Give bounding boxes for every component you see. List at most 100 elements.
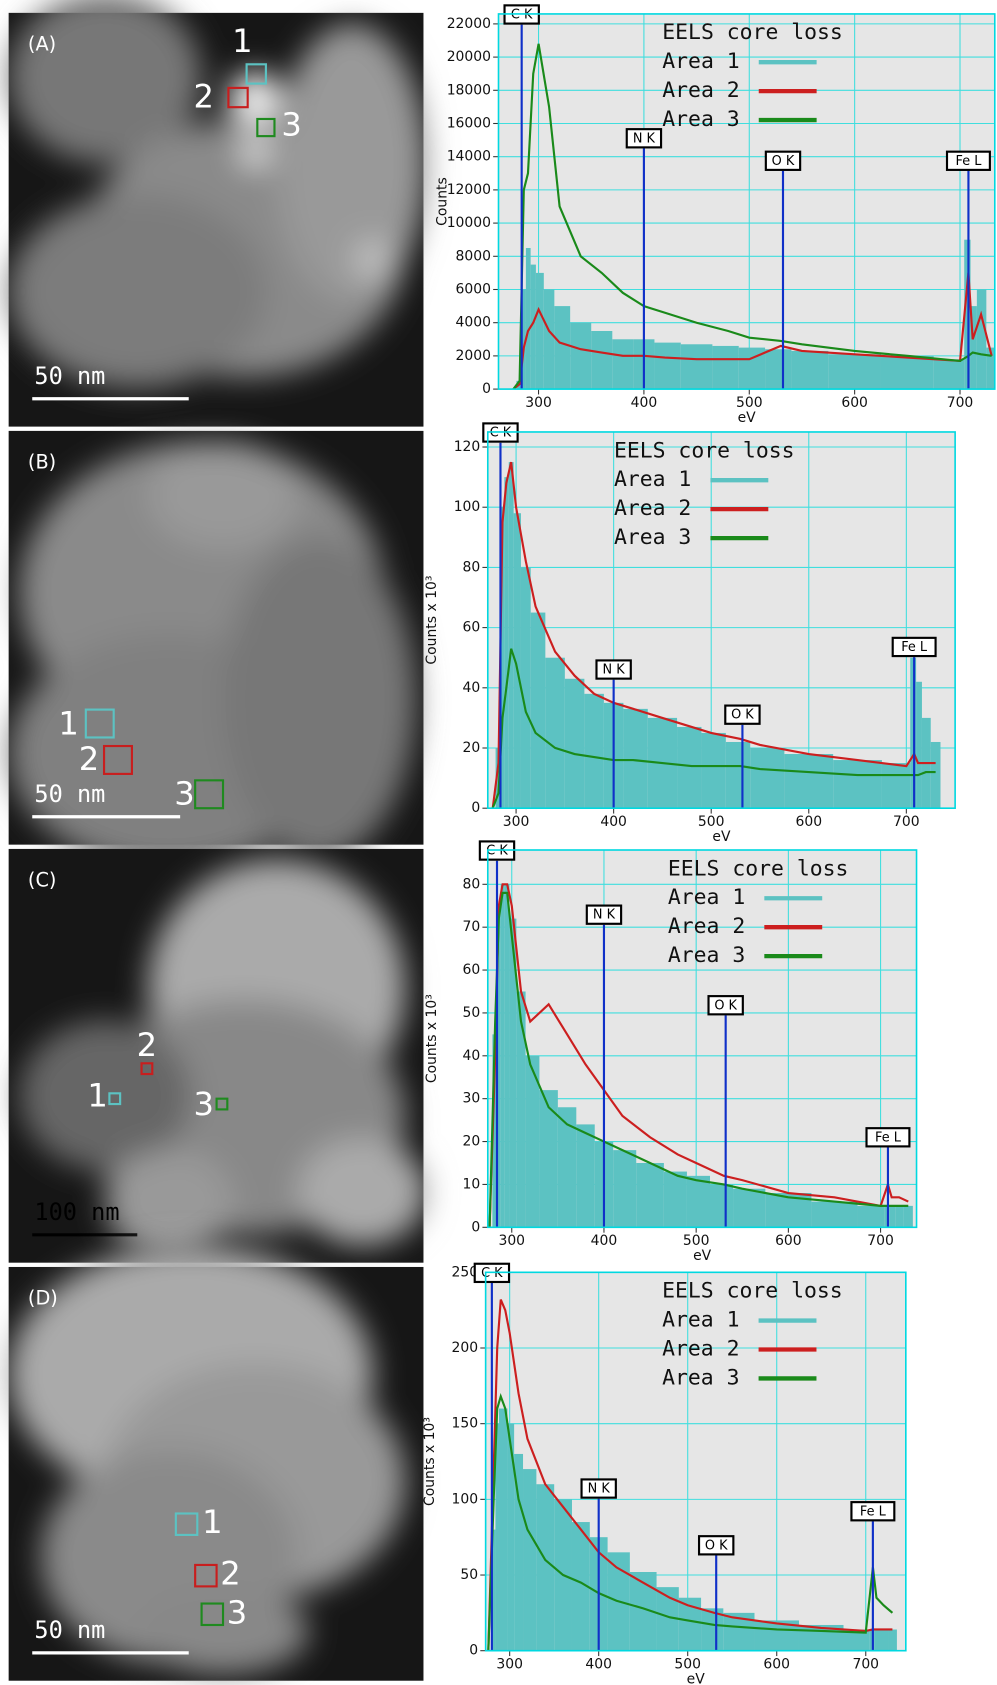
- spectrum-bar: [497, 905, 501, 1228]
- spectrum-bar: [680, 344, 713, 390]
- panel-label: (A): [28, 33, 56, 56]
- y-tick-label: 250: [452, 1264, 479, 1280]
- particle: [147, 441, 299, 549]
- spectrum-bar: [543, 289, 555, 390]
- spectrum-bar: [525, 1055, 540, 1228]
- y-tick-label: 40: [463, 1048, 481, 1064]
- legend-label: Area 3: [614, 525, 691, 550]
- x-axis-label: eV: [712, 829, 731, 845]
- micrograph: [8, 0, 427, 427]
- spectrum-bar: [709, 1184, 734, 1228]
- scale-bar-label: 50 nm: [34, 362, 105, 390]
- spectrum-bar: [539, 1090, 558, 1228]
- particle: [105, 1149, 234, 1257]
- legend-label: Area 3: [668, 943, 745, 968]
- spectrum-bar: [516, 991, 526, 1228]
- scale-bar-label: 50 nm: [34, 1616, 105, 1644]
- spectrum-bar: [888, 1629, 897, 1651]
- spectrum-bar: [733, 1188, 766, 1228]
- edge-label: Fe L: [875, 1130, 902, 1145]
- x-tick-label: 700: [893, 814, 920, 830]
- legend-title: EELS core loss: [662, 20, 843, 45]
- spectrum-bar: [490, 1529, 496, 1651]
- spectrum-bar: [564, 678, 585, 809]
- spectrum-bar: [492, 1034, 498, 1228]
- x-tick-label: 300: [496, 1657, 523, 1673]
- panel-label: (C): [28, 869, 57, 892]
- edge-label-box: [850, 1501, 896, 1522]
- area-label: 3: [227, 1593, 247, 1631]
- y-axis-label: Counts x 10³: [422, 1417, 438, 1506]
- data-layer: [491, 461, 941, 809]
- spectrum-chart: 0 20 40 60 80 100 120 300 400 500 600 700 eV Counts x…: [424, 422, 956, 845]
- spectrum-bar: [828, 354, 881, 390]
- spectrum-bar: [701, 732, 726, 809]
- edge-label: N K: [603, 663, 626, 678]
- spectrum-bar: [663, 1171, 687, 1228]
- spectrum-line: [491, 648, 936, 809]
- area-label: 2: [220, 1555, 240, 1593]
- spectrum-bar: [530, 264, 536, 390]
- edge-label: Fe L: [860, 1504, 887, 1519]
- x-tick-label: 700: [947, 395, 974, 411]
- x-tick-label: 400: [585, 1657, 612, 1673]
- spectrum-bar: [525, 247, 531, 390]
- spectrum-bar: [677, 726, 702, 809]
- particle: [8, 0, 202, 163]
- spectrum-bar: [504, 884, 510, 1228]
- spectrum-bar: [933, 359, 965, 390]
- spectrum-bar: [508, 462, 514, 809]
- edge-label-box: [707, 995, 744, 1016]
- y-tick-label: 200: [452, 1340, 479, 1356]
- spectrum-bar: [895, 1205, 904, 1228]
- spectrum-bar: [686, 1175, 710, 1228]
- particle: [8, 195, 266, 389]
- x-tick-label: 600: [775, 1233, 802, 1249]
- spectrum-line: [491, 461, 936, 809]
- spectrum-bar: [765, 349, 792, 390]
- x-tick-label: 500: [683, 1233, 710, 1249]
- spectrum-chart: 0 2000 4000 6000 8000 10000 12000 14000 16000 180…: [435, 4, 996, 426]
- area-label: 2: [137, 1026, 157, 1064]
- spectrum-bar: [881, 763, 911, 809]
- spectrum-bar: [857, 1205, 885, 1228]
- area-box: [194, 1563, 218, 1588]
- y-tick-label: 0: [482, 381, 491, 397]
- spectrum-bar: [750, 748, 785, 809]
- legend-label: Area 1: [668, 885, 745, 910]
- spectrum-chart: 0 10 20 30 40 50 60 70 80 300 400 500 600 700 eV Counts…: [424, 840, 918, 1264]
- legend-title: EELS core loss: [668, 856, 849, 881]
- y-tick-label: 2000: [456, 348, 491, 364]
- y-tick-label: 16000: [447, 115, 491, 131]
- y-tick-label: 50: [463, 1005, 481, 1021]
- spectrum-bar: [874, 1629, 880, 1651]
- y-tick-label: 100: [454, 499, 481, 515]
- spectrum-bar: [833, 760, 882, 809]
- area-box: [108, 1092, 122, 1106]
- y-tick-label: 30: [463, 1091, 481, 1107]
- spectrum-bar: [514, 1453, 524, 1651]
- edge-label-box: [724, 704, 761, 725]
- y-tick-label: 0: [471, 800, 480, 816]
- particle: [19, 1020, 191, 1171]
- spectrum-bar: [903, 1205, 913, 1228]
- legend-title: EELS core loss: [614, 438, 795, 463]
- plot-border: [497, 13, 996, 390]
- spectrum-bar: [656, 1587, 679, 1651]
- spectrum-bar: [509, 918, 517, 1228]
- edge-label-box: [595, 659, 632, 680]
- area-label: 1: [87, 1077, 107, 1115]
- spectrum-bar: [571, 1522, 590, 1651]
- spectrum-bar: [504, 477, 509, 809]
- x-tick-label: 400: [600, 814, 627, 830]
- x-tick-label: 600: [763, 1657, 790, 1673]
- area-box: [194, 779, 225, 810]
- spectrum-bar: [612, 339, 634, 390]
- spectrum-bar: [701, 1608, 724, 1651]
- spectrum-bar: [523, 1469, 537, 1651]
- area-box: [102, 744, 133, 775]
- x-axis-label: eV: [738, 410, 757, 426]
- particle: [228, 71, 282, 126]
- y-tick-label: 20000: [447, 49, 491, 65]
